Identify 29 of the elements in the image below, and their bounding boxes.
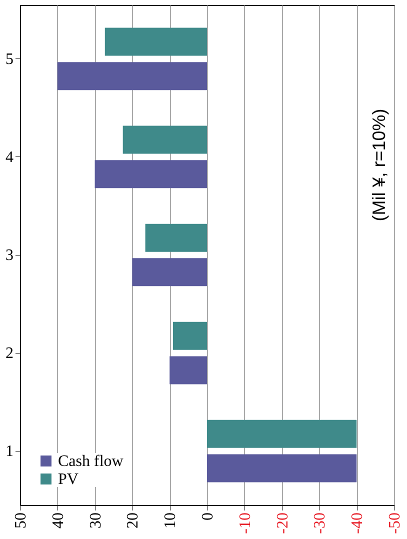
bar: [207, 420, 357, 448]
x-tick-label: 20: [124, 512, 142, 528]
bar: [170, 356, 207, 384]
x-tick-label: -30: [312, 512, 329, 534]
bar: [132, 258, 207, 286]
annotation: (Mil ¥, r=10%): [369, 108, 389, 222]
y-tick-label: 1: [6, 443, 14, 460]
legend-label: PV: [58, 471, 79, 488]
x-tick-label: -40: [349, 512, 366, 534]
legend-label: Cash flow: [58, 453, 124, 470]
x-tick-label: 0: [200, 512, 216, 520]
x-tick-label: -10: [236, 512, 254, 534]
x-tick-label: -20: [274, 512, 292, 534]
x-tick-label: 10: [162, 512, 180, 528]
bar: [104, 28, 207, 56]
y-tick-label: 3: [6, 247, 14, 264]
x-tick-label: 30: [87, 512, 104, 528]
y-tick-label: 5: [6, 50, 14, 68]
bar: [122, 126, 207, 154]
bar: [145, 224, 207, 252]
bar: [57, 62, 207, 90]
bar: [207, 454, 357, 482]
y-tick-label: 2: [6, 345, 14, 362]
bar: [94, 160, 207, 188]
x-tick-label: 50: [12, 512, 30, 528]
x-tick-label: -50: [386, 512, 404, 534]
bar: [172, 322, 207, 350]
y-tick-label: 4: [6, 148, 14, 166]
x-tick-label: 40: [50, 512, 67, 528]
